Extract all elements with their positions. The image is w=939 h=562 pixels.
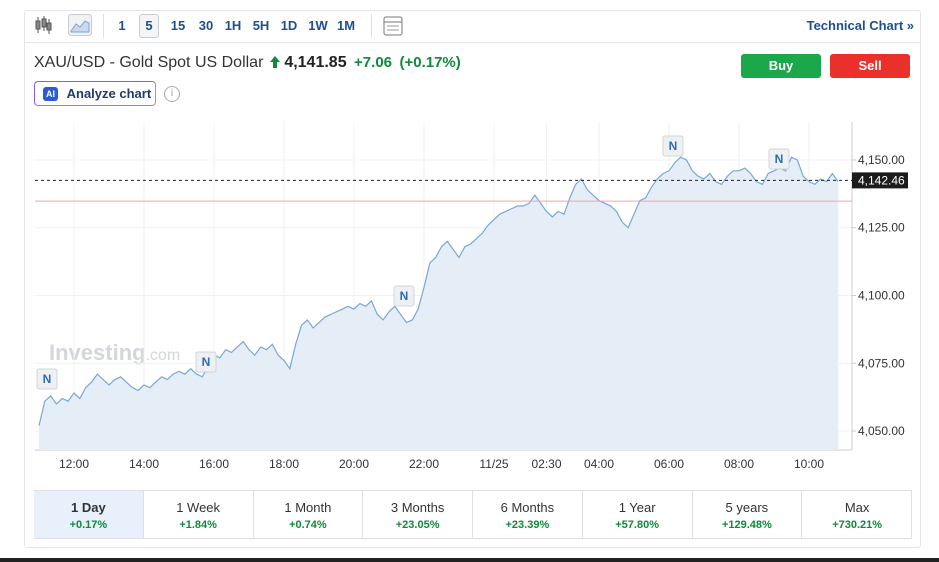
period-name: 5 years — [725, 500, 769, 515]
watermark-brand: Investing — [49, 340, 146, 365]
x-tick-label: 12:00 — [59, 457, 89, 471]
chart: Investing.com 4,050.00 4,075.00 4,100.00 4,1… — [35, 122, 908, 471]
period-tab[interactable]: 1 Month +0.74% — [254, 491, 364, 538]
instrument-header: XAU/USD - Gold Spot US Dollar 4,141.85 +… — [34, 52, 461, 74]
watermark: Investing.com — [49, 340, 180, 365]
interval-button[interactable]: 5H — [252, 18, 270, 33]
period-change: +57.80% — [615, 519, 659, 531]
y-tick-label: 4,050.00 — [858, 424, 905, 438]
x-tick-label: 14:00 — [129, 457, 159, 471]
y-tick-label: 4,150.00 — [858, 153, 905, 167]
x-tick-label: 16:00 — [199, 457, 229, 471]
news-marker-label: N — [775, 152, 784, 166]
news-marker — [662, 135, 684, 157]
period-change: +730.21% — [832, 519, 883, 531]
divider — [371, 14, 372, 38]
period-name: 3 Months — [390, 500, 445, 515]
news-marker-label: N — [202, 355, 211, 369]
news-marker-label: N — [400, 289, 409, 303]
y-tick-label: 4,100.00 — [858, 288, 905, 302]
period-change: +0.74% — [289, 519, 327, 531]
x-tick-label: 18:00 — [269, 457, 299, 471]
news-marker — [195, 351, 217, 373]
interval-button[interactable]: 5 — [139, 14, 159, 38]
period-name: 1 Day — [71, 500, 106, 515]
news-marker-label: N — [669, 139, 678, 153]
period-change: +0.17% — [69, 519, 108, 531]
technical-chart-link[interactable]: Technical Chart » — [806, 18, 914, 33]
analyze-chart-button[interactable]: AI Analyze chart — [34, 81, 156, 106]
y-tick-label: 4,125.00 — [858, 221, 905, 235]
candle-icon[interactable] — [34, 15, 52, 35]
y-tick-label: 4,075.00 — [858, 356, 905, 370]
news-marker-label: N — [43, 372, 52, 386]
period-change: +23.05% — [395, 519, 440, 531]
table-icon[interactable] — [383, 16, 403, 36]
interval-button[interactable]: 30 — [198, 18, 214, 33]
period-name: 1 Week — [176, 500, 221, 515]
analyze-label: Analyze chart — [66, 86, 152, 101]
x-tick-label: 04:00 — [584, 457, 614, 471]
interval-button[interactable]: 1 — [118, 18, 126, 33]
ai-badge: AI — [43, 87, 58, 101]
period-change: +1.84% — [179, 519, 217, 531]
change: +7.06 — [354, 54, 393, 71]
sell-button[interactable]: Sell — [830, 54, 910, 78]
period-change: +23.39% — [505, 519, 550, 531]
instrument-name: XAU/USD - Gold Spot US Dollar — [34, 54, 264, 71]
current-price-box — [852, 172, 908, 189]
bottom-edge — [0, 558, 939, 562]
period-tab[interactable]: Max +730.21% — [802, 491, 912, 538]
x-tick-label: 06:00 — [654, 457, 684, 471]
period-tab[interactable]: 3 Months +23.05% — [363, 491, 473, 538]
buy-button[interactable]: Buy — [741, 54, 821, 78]
area — [39, 157, 839, 450]
period-name: Max — [844, 500, 870, 515]
x-tick-label: 10:00 — [794, 457, 824, 471]
period-tab[interactable]: 6 Months +23.39% — [473, 491, 583, 538]
price: 4,141.85 — [284, 54, 347, 71]
interval-button[interactable]: 15 — [170, 18, 186, 33]
news-marker — [393, 285, 415, 307]
period-name: 6 Months — [500, 500, 555, 515]
period-tab[interactable]: 1 Year +57.80% — [583, 491, 693, 538]
period-tab[interactable]: 5 years +129.48% — [693, 491, 803, 538]
interval-button[interactable]: 1M — [336, 18, 356, 33]
period-tab[interactable]: 1 Day +0.17% — [34, 491, 144, 538]
change-pct: (+0.17%) — [399, 54, 461, 71]
news-marker — [36, 368, 58, 390]
divider — [24, 42, 921, 43]
x-tick-label: 11/25 — [479, 457, 508, 471]
news-marker — [768, 148, 790, 170]
period-name: 1 Month — [284, 500, 332, 515]
up-arrow — [269, 56, 280, 68]
x-tick-label: 20:00 — [339, 457, 369, 471]
period-change: +129.48% — [721, 519, 772, 531]
interval-button[interactable]: 1W — [308, 18, 328, 33]
info-icon[interactable]: i — [164, 86, 180, 102]
current-price-label: 4,142.46 — [858, 173, 905, 187]
area-icon[interactable] — [68, 14, 92, 36]
x-tick-label: 02:30 — [531, 457, 561, 471]
price-line — [38, 156, 839, 426]
period-name: 1 Year — [618, 500, 656, 515]
interval-button[interactable]: 1D — [280, 18, 298, 33]
divider — [103, 14, 104, 38]
watermark-suffix: .com — [146, 347, 181, 364]
interval-button[interactable]: 1H — [224, 18, 242, 33]
period-tab[interactable]: 1 Week +1.84% — [144, 491, 254, 538]
x-tick-label: 08:00 — [724, 457, 754, 471]
x-tick-label: 22:00 — [409, 457, 439, 471]
widget-card — [24, 10, 921, 548]
